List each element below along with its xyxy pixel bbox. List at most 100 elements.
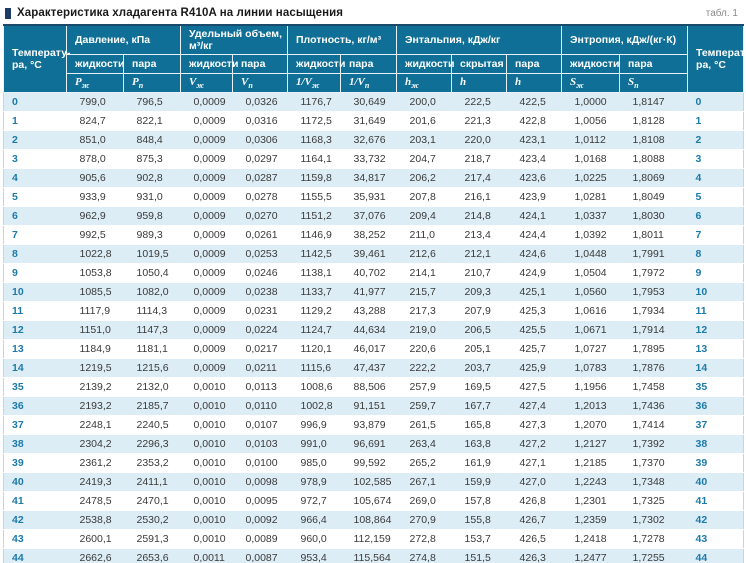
value-cell: 1,7953 — [632, 286, 665, 299]
value-cell: 263,4 — [409, 438, 436, 451]
value-cell: 1,7370 — [632, 457, 665, 470]
table-row: 7 992,5 989,3 0,0009 0,0261 1146,9 38,252 211,0… — [3, 225, 744, 245]
temp-cell-right: 6 — [695, 210, 702, 223]
value-cell: 960,0 — [300, 533, 327, 546]
value-cell: 2530,2 — [136, 514, 169, 527]
temp-cell-right: 36 — [695, 400, 708, 413]
page-title: Характеристика хладагента R410A на линии… — [17, 7, 344, 19]
value-cell: 1,0000 — [574, 96, 607, 109]
title-bullet-icon — [5, 7, 11, 19]
value-cell: 1,0337 — [574, 210, 607, 223]
value-cell: 0,0261 — [245, 229, 278, 242]
value-cell: 1,7934 — [632, 305, 665, 318]
table-row: 43 2600,1 2591,3 0,0010 0,0089 960,0 112,159 27… — [3, 529, 744, 549]
value-cell: 205,1 — [464, 343, 491, 356]
temp-cell-right: 7 — [695, 229, 702, 242]
header-subcol: жидкости — [180, 54, 238, 74]
value-cell: 0,0009 — [193, 191, 226, 204]
value-cell: 0,0010 — [193, 438, 226, 451]
temp-cell-right: 1 — [695, 115, 702, 128]
value-cell: 0,0326 — [245, 96, 278, 109]
value-cell: 851,0 — [79, 134, 106, 147]
header-temperature-left: Температу- ра, °С — [3, 24, 71, 94]
table-row: 8 1022,8 1019,5 0,0009 0,0253 1142,5 39,461 212… — [3, 244, 744, 264]
value-cell: 165,8 — [464, 419, 491, 432]
value-cell: 0,0009 — [193, 172, 226, 185]
value-cell: 0,0110 — [245, 400, 277, 413]
value-cell: 33,732 — [353, 153, 386, 166]
value-cell: 203,1 — [409, 134, 436, 147]
value-cell: 0,0246 — [245, 267, 278, 280]
header-symbol: h — [451, 72, 508, 94]
value-cell: 1,2185 — [574, 457, 607, 470]
temp-cell-left: 13 — [12, 343, 24, 356]
value-cell: 848,4 — [136, 134, 163, 147]
value-cell: 115,564 — [353, 551, 391, 563]
table-row: 11 1117,9 1114,3 0,0009 0,0231 1129,2 43,288 21… — [3, 301, 744, 321]
value-cell: 102,585 — [353, 476, 392, 489]
value-cell: 0,0098 — [245, 476, 278, 489]
temp-cell-left: 3 — [12, 153, 18, 166]
value-cell: 1,2418 — [574, 533, 607, 546]
header-subcol: пара — [123, 54, 181, 74]
value-cell: 424,9 — [519, 267, 546, 280]
header-subcol: жидкости — [561, 54, 621, 74]
value-cell: 1,2359 — [574, 514, 607, 527]
value-cell: 902,8 — [136, 172, 163, 185]
header-subcol: пара — [232, 54, 288, 74]
value-cell: 201,6 — [409, 115, 436, 128]
table-row: 42 2538,8 2530,2 0,0010 0,0092 966,4 108,864 27… — [3, 510, 744, 530]
value-cell: 1019,5 — [136, 248, 169, 261]
value-cell: 37,076 — [353, 210, 386, 223]
value-cell: 1138,1 — [300, 267, 332, 280]
temp-cell-left: 35 — [12, 381, 24, 394]
value-cell: 1,7895 — [632, 343, 665, 356]
table-row: 41 2478,5 2470,1 0,0010 0,0095 972,7 105,674 26… — [3, 491, 744, 511]
temp-cell-left: 38 — [12, 438, 24, 451]
table-row: 35 2139,2 2132,0 0,0010 0,0113 1008,6 88,506 25… — [3, 377, 744, 397]
value-cell: 1,1956 — [574, 381, 607, 394]
value-cell: 1,0727 — [574, 343, 607, 356]
table-row: 40 2419,3 2411,1 0,0010 0,0098 978,9 102,585 26… — [3, 472, 744, 492]
value-cell: 1151,0 — [79, 324, 111, 337]
value-cell: 822,1 — [136, 115, 163, 128]
value-cell: 0,0010 — [193, 419, 226, 432]
value-cell: 267,1 — [409, 476, 436, 489]
value-cell: 985,0 — [300, 457, 327, 470]
value-cell: 427,0 — [519, 476, 546, 489]
value-cell: 0,0009 — [193, 362, 226, 375]
temp-cell-right: 3 — [695, 153, 702, 166]
value-cell: 211,0 — [409, 229, 436, 242]
value-cell: 1,7302 — [632, 514, 665, 527]
value-cell: 1151,2 — [300, 210, 332, 223]
value-cell: 796,5 — [136, 96, 163, 109]
value-cell: 1,7436 — [632, 400, 665, 413]
value-cell: 0,0009 — [193, 134, 226, 147]
value-cell: 151,5 — [464, 551, 491, 563]
value-cell: 1022,8 — [79, 248, 112, 261]
temp-cell-right: 41 — [695, 495, 708, 508]
temp-cell-right: 37 — [695, 419, 708, 432]
value-cell: 1008,6 — [300, 381, 333, 394]
value-cell: 274,8 — [409, 551, 436, 563]
value-cell: 39,461 — [353, 248, 386, 261]
value-cell: 1053,8 — [79, 267, 112, 280]
table-row: 6 962,9 959,8 0,0009 0,0270 1151,2 37,076 209,4… — [3, 206, 744, 226]
value-cell: 1215,6 — [136, 362, 169, 375]
temp-cell-right: 12 — [695, 324, 708, 337]
temp-cell-left: 41 — [12, 495, 24, 508]
temp-cell-left: 10 — [12, 286, 24, 299]
value-cell: 209,4 — [409, 210, 436, 223]
value-cell: 155,8 — [464, 514, 491, 527]
value-cell: 159,9 — [464, 476, 491, 489]
value-cell: 167,7 — [464, 400, 491, 413]
value-cell: 47,437 — [353, 362, 386, 375]
value-cell: 1181,1 — [136, 343, 168, 356]
value-cell: 1184,9 — [79, 343, 111, 356]
value-cell: 824,7 — [79, 115, 106, 128]
value-cell: 222,2 — [409, 362, 436, 375]
header-subcol: жидкости — [287, 54, 345, 74]
value-cell: 425,9 — [519, 362, 546, 375]
value-cell: 96,691 — [353, 438, 386, 451]
value-cell: 157,8 — [464, 495, 491, 508]
